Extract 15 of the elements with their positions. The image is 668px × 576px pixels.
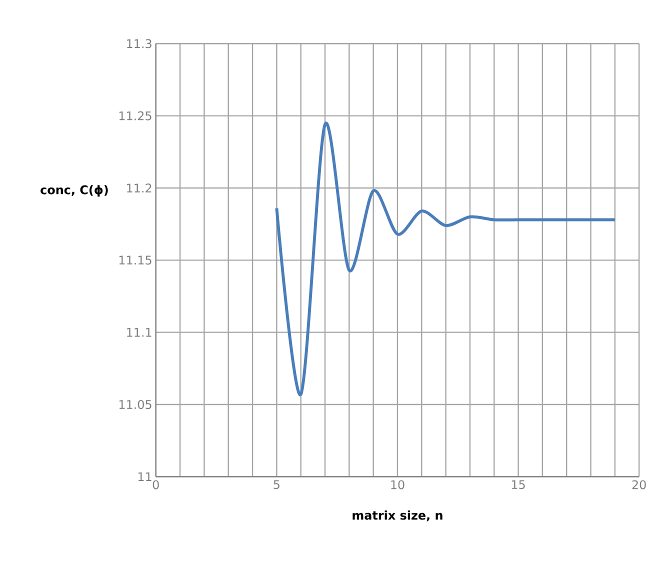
x-axis-title: matrix size, n bbox=[352, 510, 442, 522]
y-tick-label: 11.05 bbox=[119, 400, 152, 410]
y-tick-label: 11 bbox=[138, 472, 152, 482]
y-tick-label: 11.15 bbox=[119, 256, 152, 265]
y-tick-label: 11.2 bbox=[127, 184, 152, 192]
x-tick-label: 0 bbox=[152, 480, 159, 490]
y-tick-label: 11.3 bbox=[127, 39, 152, 48]
y-tick-label: 11.1 bbox=[127, 328, 152, 337]
line-series bbox=[275, 123, 616, 396]
x-tick-label: 20 bbox=[632, 480, 646, 490]
y-axis-title: conc, C(ϕ) bbox=[40, 185, 108, 197]
y-tick-label: 11.25 bbox=[119, 111, 152, 120]
x-tick-label: 15 bbox=[512, 480, 525, 490]
x-tick-label: 5 bbox=[274, 480, 280, 490]
x-tick-label: 10 bbox=[391, 480, 404, 490]
